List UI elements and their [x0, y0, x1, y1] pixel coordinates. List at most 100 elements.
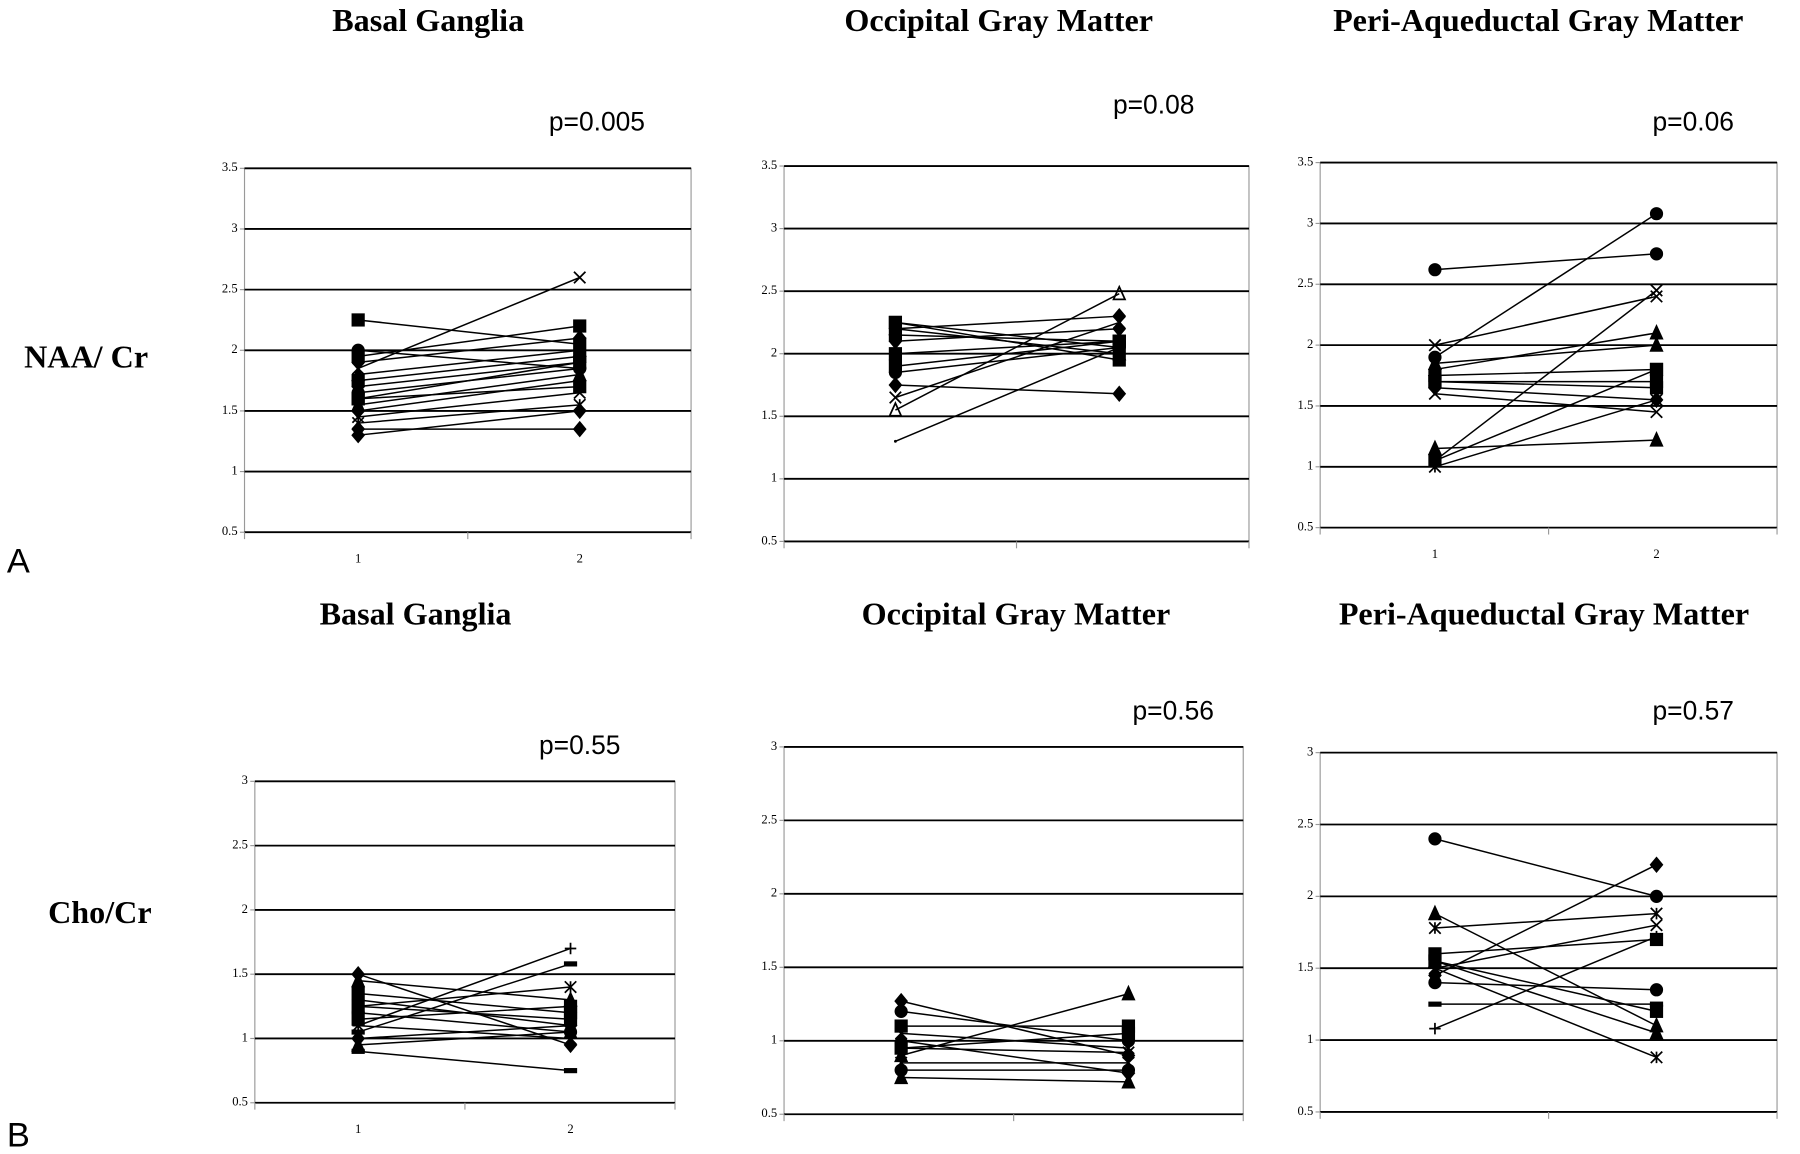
y-tick-label: 0.5 [222, 524, 238, 538]
y-tick-label: 1.5 [232, 966, 248, 980]
series-line [358, 410, 580, 436]
marker [894, 1068, 909, 1085]
series-line [1434, 935, 1657, 1030]
marker [563, 999, 578, 1013]
y-tick-label: 2 [242, 902, 248, 916]
y-tick-label: 1 [1307, 1032, 1313, 1046]
marker [888, 376, 903, 394]
series-line [1434, 386, 1657, 401]
marker [1429, 1022, 1441, 1035]
y-tick-label: 3 [771, 220, 777, 234]
series-line [358, 1050, 571, 1072]
y-tick-label: 2 [771, 346, 777, 360]
marker [1121, 984, 1136, 1001]
series-line [358, 349, 580, 370]
marker [1428, 263, 1442, 277]
marker [1649, 362, 1664, 377]
marker [1649, 856, 1664, 873]
marker [893, 439, 897, 443]
marker [1650, 918, 1663, 932]
marker [1650, 290, 1663, 303]
marker [351, 426, 366, 444]
series-line [358, 1024, 571, 1040]
marker [1650, 393, 1663, 407]
marker [1112, 316, 1126, 329]
marker [1649, 381, 1664, 395]
chart-title: Peri-Aqueductal Gray Matter [1333, 2, 1743, 38]
y-tick-label: 1.5 [222, 403, 238, 417]
series-line [900, 1000, 1129, 1057]
marker [888, 365, 903, 380]
series-line [357, 947, 571, 1027]
marker [563, 1036, 578, 1054]
marker [888, 347, 903, 361]
marker [1427, 952, 1443, 968]
marker [351, 986, 365, 1001]
marker [1428, 375, 1442, 389]
series-line [1434, 368, 1657, 462]
series-line [1434, 393, 1657, 413]
series-line [1434, 924, 1657, 969]
y-tick-label: 0.5 [232, 1095, 248, 1109]
marker [564, 942, 577, 955]
annotation: p=0.57 [1653, 695, 1734, 725]
y-tick-label: 3 [771, 739, 777, 753]
marker [1428, 338, 1442, 352]
series-line [1434, 912, 1657, 1027]
x-tick-label: 1 [355, 552, 361, 566]
marker [1649, 336, 1664, 352]
chart-title: Peri-Aqueductal Gray Matter [1339, 596, 1749, 632]
marker [894, 1041, 908, 1055]
marker [1112, 344, 1127, 361]
marker [894, 1019, 908, 1033]
series-line [358, 979, 571, 1001]
y-tick-label: 2.5 [1297, 816, 1313, 830]
y-tick-label: 2 [1307, 337, 1313, 351]
plot-frame [783, 746, 1244, 1115]
series-line [900, 993, 1129, 1057]
marker [1121, 1072, 1136, 1089]
y-tick-label: 1 [1307, 459, 1313, 473]
series-line [895, 327, 1120, 355]
marker [572, 420, 587, 438]
marker [563, 1012, 578, 1026]
series-line [901, 1076, 1129, 1083]
y-tick-label: 3 [231, 221, 237, 235]
marker [1428, 1001, 1442, 1007]
y-tick-label: 1 [771, 471, 777, 485]
series-line [1434, 332, 1657, 371]
marker [351, 392, 365, 406]
marker [573, 271, 587, 284]
y-tick-label: 0.5 [761, 1106, 777, 1120]
annotation: p=0.06 [1653, 107, 1734, 137]
y-tick-label: 1.5 [1297, 398, 1313, 412]
series-line [358, 986, 571, 1008]
y-tick-label: 3 [242, 773, 248, 787]
row-label: Cho/Cr [48, 894, 152, 930]
marker [1428, 460, 1442, 474]
series-line [895, 292, 1120, 411]
marker [573, 361, 587, 376]
x-tick-label: 1 [355, 1122, 361, 1136]
series-line [357, 963, 571, 1033]
panel-label: A [7, 542, 30, 580]
chart-title: Occipital Gray Matter [862, 596, 1171, 632]
marker [1649, 247, 1664, 261]
marker [1427, 904, 1443, 921]
marker [1428, 832, 1442, 846]
marker [351, 343, 365, 357]
marker [1649, 1023, 1664, 1040]
marker [1649, 431, 1664, 447]
y-tick-label: 1.5 [761, 408, 777, 422]
series-line [358, 355, 580, 382]
series-line [358, 385, 580, 400]
series-line [1434, 368, 1657, 377]
marker [1428, 387, 1442, 401]
x-tick-label: 2 [1653, 547, 1659, 561]
series-line [1434, 981, 1657, 991]
series-line [895, 340, 1120, 355]
x-tick-label: 2 [577, 552, 583, 566]
marker [1112, 334, 1126, 348]
marker [1428, 921, 1442, 935]
y-tick-label: 0.5 [1297, 520, 1313, 534]
